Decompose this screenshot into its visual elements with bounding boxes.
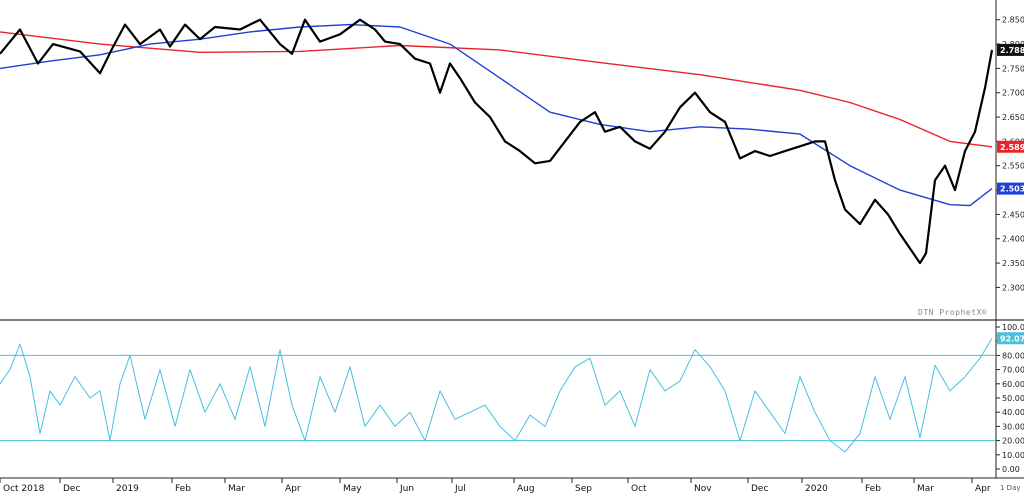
date-axis: Oct 2018 Dec 2019 Feb Mar Apr May Jun Jul Aug Sep O…: [0, 478, 991, 494]
rsi-tag: 92.07: [1000, 334, 1024, 343]
series-line-ma-short: [0, 23, 993, 207]
series-line-rsi: [0, 338, 993, 453]
date-tick-label: Apr: [975, 484, 991, 494]
timeframe-label: 1 Day: [1000, 484, 1021, 492]
rsi-y-tick-label: 0.00: [1002, 465, 1020, 474]
price-y-tick-label: 2.850: [1002, 16, 1024, 25]
watermark: DTN ProphetX®: [918, 308, 987, 317]
rsi-y-tick-label: 30.00: [1002, 422, 1024, 431]
date-tick-label: Dec: [751, 484, 768, 494]
rsi-y-tick-label: 40.00: [1002, 408, 1024, 417]
ma-short-tag: 2.503: [1000, 185, 1024, 194]
rsi-y-tick-label: 10.00: [1002, 451, 1024, 460]
date-tick-label: Apr: [285, 484, 301, 494]
value-tags: 2.788 2.589 2.503 92.07: [997, 43, 1024, 345]
date-tick-label: May: [343, 484, 362, 494]
price-y-tick-label: 2.650: [1002, 113, 1024, 122]
date-tick-label: Feb: [175, 484, 191, 494]
ma-long-tag-bg: [997, 140, 1024, 153]
series-layer: [0, 18, 994, 265]
price-y-tick-label: 2.550: [1002, 162, 1024, 171]
price-y-tick-label: 2.350: [1002, 259, 1024, 268]
date-tick-label: Dec: [63, 484, 80, 494]
price-tag-bg: [997, 43, 1024, 56]
date-tick-label: Mar: [228, 484, 245, 494]
date-tick-label: 2019: [116, 484, 139, 494]
date-tick-label: Mar: [917, 484, 934, 494]
rsi-y-tick-label: 70.00: [1002, 366, 1024, 375]
rsi-y-axis: 100.0090.0080.0070.0060.0050.0040.0030.0…: [996, 323, 1024, 474]
date-tick-label: Sep: [575, 484, 592, 494]
series-line-ma-long: [0, 31, 993, 148]
rsi-layer: [0, 338, 993, 453]
price-y-tick-label: 2.450: [1002, 210, 1024, 219]
date-tick-label: Oct: [631, 484, 647, 494]
rsi-y-tick-label: 80.00: [1002, 351, 1024, 360]
rsi-tag-bg: [997, 332, 1024, 345]
rsi-y-tick-label: 20.00: [1002, 437, 1024, 446]
rsi-y-tick-label: 50.00: [1002, 394, 1024, 403]
ma-short-tag-bg: [997, 182, 1024, 195]
price-y-tick-label: 2.300: [1002, 283, 1024, 292]
rsi-y-tick-label: 100.00: [1002, 323, 1024, 332]
date-tick-label: Oct 2018: [3, 484, 45, 494]
date-tick-label: 2020: [805, 484, 828, 494]
date-tick-label: Jul: [454, 484, 466, 494]
price-y-tick-label: 2.700: [1002, 89, 1024, 98]
price-y-tick-label: 2.400: [1002, 235, 1024, 244]
date-tick-label: Jun: [399, 484, 414, 494]
series-line-price: [0, 18, 994, 265]
date-tick-label: Aug: [517, 484, 535, 494]
date-tick-label: Feb: [865, 484, 881, 494]
price-y-tick-label: 2.750: [1002, 64, 1024, 73]
rsi-y-tick-label: 60.00: [1002, 380, 1024, 389]
price-tag: 2.788: [1000, 46, 1024, 55]
date-tick-label: Nov: [694, 484, 712, 494]
ma-long-tag: 2.589: [1000, 143, 1024, 152]
